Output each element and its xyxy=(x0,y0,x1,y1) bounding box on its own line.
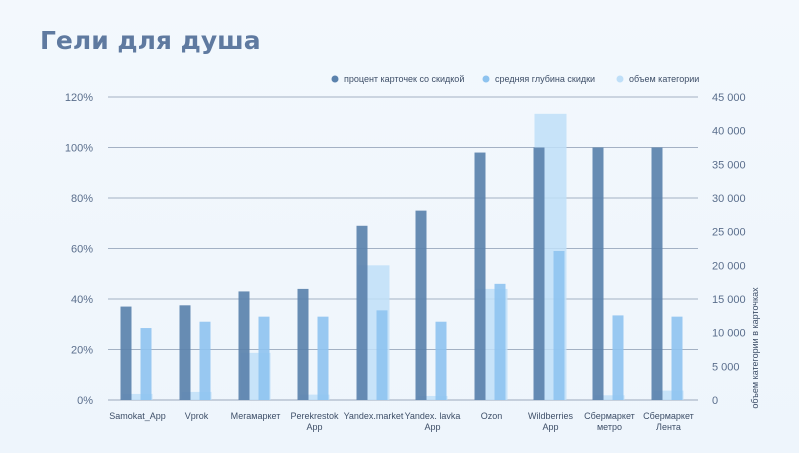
x-category-label: Ozon xyxy=(481,411,503,421)
legend-label: средняя глубина скидки xyxy=(495,74,595,84)
legend-marker xyxy=(331,75,339,83)
percent-cards-bar xyxy=(238,291,250,400)
volume-bar xyxy=(417,395,448,400)
avg-depth-bar xyxy=(494,283,506,400)
percent-cards-bar xyxy=(415,210,427,400)
x-category-label: Wildberries xyxy=(528,411,574,421)
avg-depth-bar xyxy=(258,316,270,400)
volume-bar xyxy=(181,391,212,400)
y-right-tick-label: 35 000 xyxy=(712,159,746,171)
avg-depth-bar xyxy=(376,310,388,400)
x-category-label: Сбермаркет xyxy=(643,411,694,421)
percent-cards-bar xyxy=(592,147,604,400)
y-right-tick-label: 5 000 xyxy=(712,361,740,373)
x-category-label: метро xyxy=(597,422,622,432)
y-right-tick-label: 15 000 xyxy=(712,294,746,306)
x-category-label: Yandex.market xyxy=(344,411,404,421)
y-right-tick-label: 0 xyxy=(712,395,718,407)
y-left-tick-label: 60% xyxy=(71,244,93,256)
y-right-tick-label: 45 000 xyxy=(712,92,746,104)
y-right-tick-label: 30 000 xyxy=(712,193,746,205)
legend-label: объем категории xyxy=(629,74,699,84)
y-left-tick-label: 40% xyxy=(71,294,93,306)
x-category-label: Лента xyxy=(656,422,681,432)
x-category-label: Мегамаркет xyxy=(231,411,281,421)
y-left-tick-label: 20% xyxy=(71,345,93,357)
x-category-label: App xyxy=(306,422,322,432)
y-right-tick-label: 20 000 xyxy=(712,260,746,272)
volume-bar xyxy=(653,390,684,400)
chart-title: Гели для душа xyxy=(40,26,261,55)
percent-cards-bar xyxy=(179,305,191,400)
percent-cards-bar xyxy=(120,306,132,400)
percent-cards-bar xyxy=(474,152,486,400)
volume-bar xyxy=(299,394,330,400)
y-left-tick-label: 80% xyxy=(71,193,93,205)
y-right-tick-label: 25 000 xyxy=(712,227,746,239)
percent-cards-bar xyxy=(651,147,663,400)
y-left-tick-label: 120% xyxy=(65,92,93,104)
x-category-label: Yandex. lavka xyxy=(405,411,461,421)
x-category-label: Perekrestok xyxy=(290,411,339,421)
x-category-label: App xyxy=(542,422,558,432)
y-right-tick-label: 10 000 xyxy=(712,328,746,340)
y-left-tick-label: 100% xyxy=(65,143,93,155)
avg-depth-bar xyxy=(612,315,624,400)
percent-cards-bar xyxy=(297,288,309,400)
avg-depth-bar xyxy=(553,251,565,400)
avg-depth-bar xyxy=(435,321,447,400)
percent-cards-bar xyxy=(356,225,368,400)
x-category-label: Samokat_App xyxy=(109,411,166,421)
avg-depth-bar xyxy=(317,316,329,400)
legend-label: процент карточек со скидкой xyxy=(344,74,464,84)
y-right-axis-title: объем категории в карточках xyxy=(750,287,760,409)
x-category-label: App xyxy=(424,422,440,432)
volume-bar xyxy=(122,393,153,400)
x-category-label: Vprok xyxy=(185,411,209,421)
avg-depth-bar xyxy=(199,321,211,400)
legend-marker xyxy=(482,75,490,83)
y-left-tick-label: 0% xyxy=(77,395,93,407)
y-right-tick-label: 40 000 xyxy=(712,126,746,138)
x-category-label: Сбермаркет xyxy=(584,411,635,421)
avg-depth-bar xyxy=(671,316,683,400)
avg-depth-bar xyxy=(140,328,152,400)
volume-bar xyxy=(594,395,625,400)
percent-cards-bar xyxy=(533,147,545,400)
legend-marker xyxy=(616,75,624,83)
